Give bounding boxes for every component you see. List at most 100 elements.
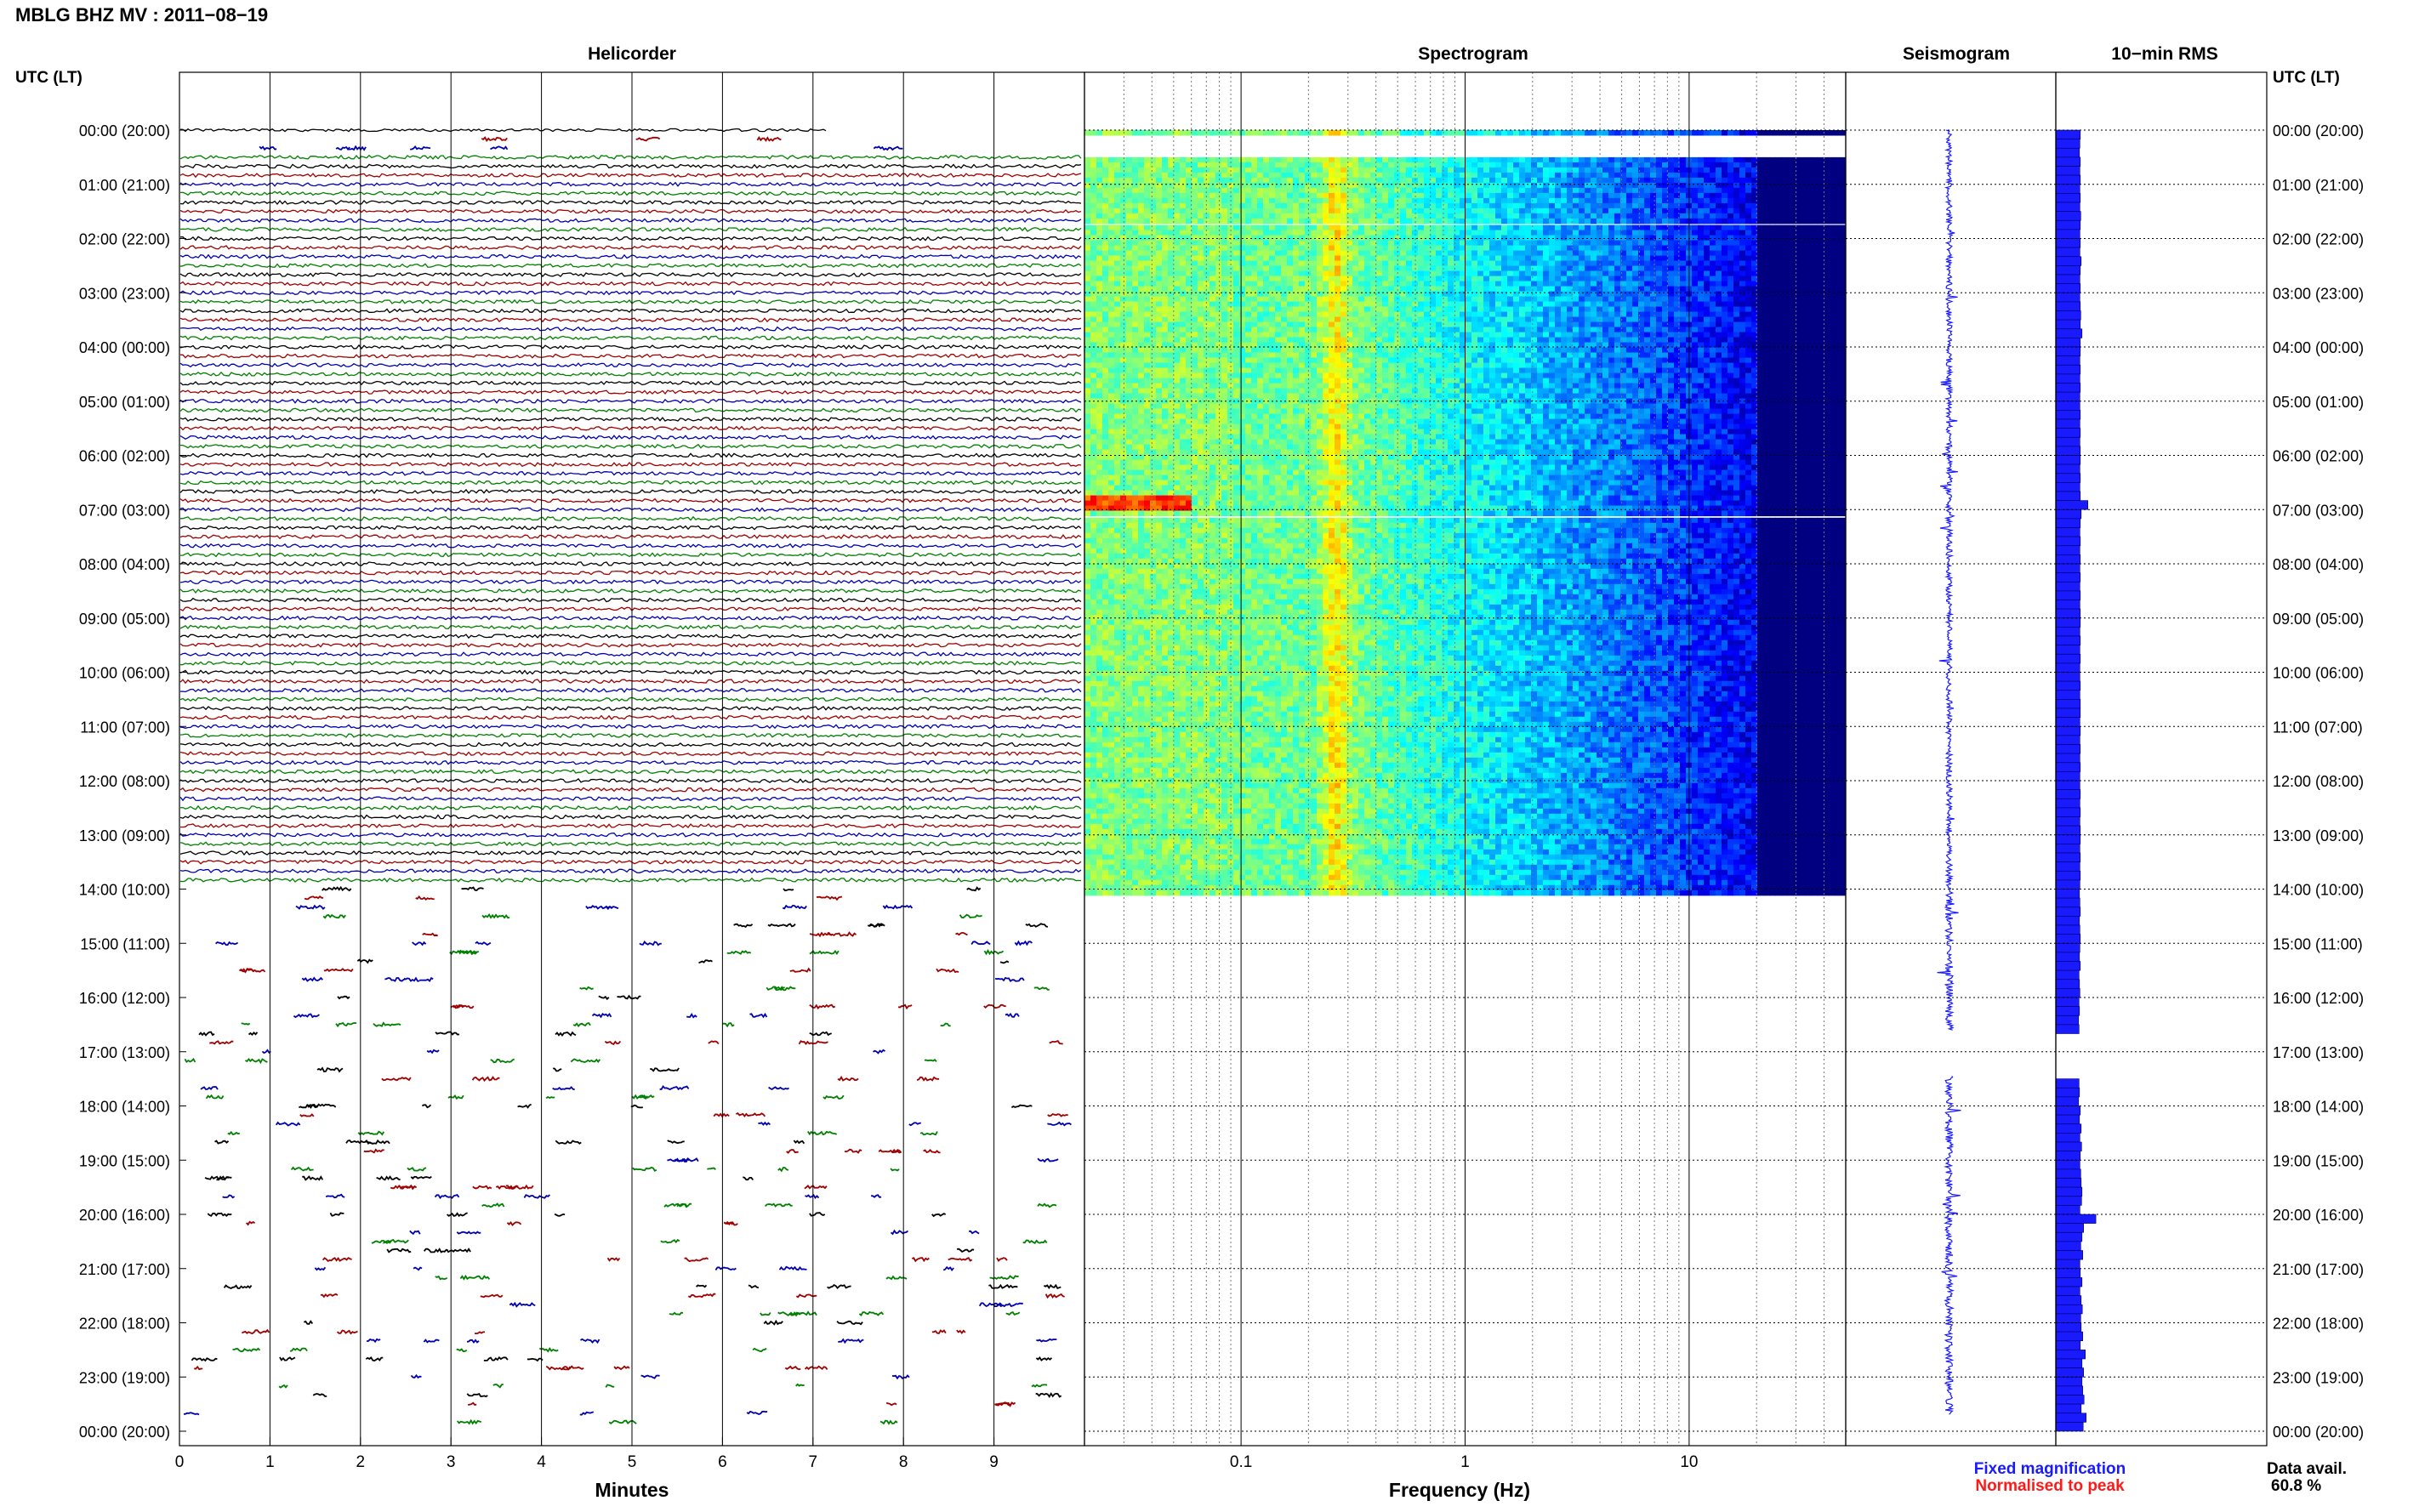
spectrogram-cell — [1245, 281, 1252, 287]
spectrogram-cell — [1251, 245, 1258, 252]
spectrogram-cell — [1716, 301, 1722, 308]
spectrogram-cell — [1733, 327, 1740, 333]
spectrogram-cell — [1335, 182, 1341, 189]
spectrogram-cell — [1120, 130, 1127, 136]
spectrogram-cell — [1281, 245, 1288, 252]
spectrogram-cell — [1805, 197, 1812, 204]
spectrogram-cell — [1108, 182, 1115, 189]
spectrogram-cell — [1716, 270, 1722, 277]
spectrogram-cell — [1394, 255, 1401, 262]
spectrogram-cell — [1311, 218, 1318, 225]
spectrogram-cell — [1323, 187, 1329, 194]
spectrogram-cell — [1614, 291, 1621, 298]
helicorder-trace — [179, 308, 1082, 314]
spectrogram-cell — [1829, 327, 1836, 333]
spectrogram-cell — [1251, 177, 1258, 184]
spectrogram-cell — [1251, 192, 1258, 199]
spectrogram-cell — [1210, 162, 1216, 168]
spectrogram-cell — [1376, 265, 1383, 272]
spectrogram-cell — [1388, 207, 1395, 214]
spectrogram-cell — [1537, 316, 1544, 323]
spectrogram-cell — [1674, 250, 1681, 257]
spectrogram-cell — [1436, 225, 1443, 231]
spectrogram-cell — [1555, 187, 1562, 194]
spectrogram-cell — [1293, 291, 1300, 298]
spectrogram-cell — [1084, 230, 1091, 236]
spectrogram-cell — [1543, 255, 1550, 262]
spectrogram-cell — [1394, 177, 1401, 184]
spectrogram-cell — [1763, 286, 1770, 293]
spectrogram-cell — [1245, 332, 1252, 338]
spectrogram-cell — [1120, 240, 1127, 247]
spectrogram-cell — [1543, 197, 1550, 204]
spectrogram-cell — [1650, 213, 1657, 219]
spectrogram-cell — [1644, 276, 1651, 282]
spectrogram-cell — [1251, 260, 1258, 267]
spectrogram-cell — [1126, 213, 1133, 219]
spectrogram-cell — [1394, 301, 1401, 308]
spectrogram-cell — [1090, 306, 1097, 313]
spectrogram-cell — [1537, 230, 1544, 236]
spectrogram-cell — [1579, 281, 1585, 287]
spectrogram-cell — [1346, 192, 1353, 199]
spectrogram-cell — [1513, 291, 1520, 298]
spectrogram-cell — [1436, 306, 1443, 313]
spectrogram-cell — [1769, 301, 1776, 308]
spectrogram-cell — [1638, 281, 1645, 287]
helicorder-fragment — [942, 1265, 954, 1272]
spectrogram-cell — [1716, 172, 1722, 179]
spectrogram-cell — [1692, 255, 1699, 262]
spectrogram-cell — [1150, 255, 1157, 262]
helicorder-fragment — [911, 1257, 930, 1263]
spectrogram-cell — [1507, 311, 1514, 318]
spectrogram-cell — [1138, 187, 1145, 194]
spectrogram-cell — [1680, 225, 1687, 231]
spectrogram-cell — [1650, 156, 1657, 163]
spectrogram-cell — [1388, 230, 1395, 236]
spectrogram-cell — [1335, 202, 1341, 209]
spectrogram-cell — [1269, 172, 1276, 179]
helicorder-fragment — [994, 1401, 1016, 1407]
spectrogram-cell — [1549, 230, 1556, 236]
spectrogram-cell — [1084, 207, 1091, 214]
spectrogram-cell — [1537, 130, 1544, 136]
spectrogram-cell — [1614, 265, 1621, 272]
spectrogram-cell — [1138, 260, 1145, 267]
spectrogram-cell — [1275, 197, 1282, 204]
helicorder-trace — [179, 435, 1082, 441]
spectrogram-cell — [1114, 172, 1121, 179]
spectrogram-cell — [1287, 130, 1294, 136]
spectrogram-cell — [1799, 167, 1806, 173]
spectrogram-cell — [1269, 270, 1276, 277]
spectrogram-cell — [1305, 260, 1312, 267]
spectrogram-cell — [1460, 167, 1466, 173]
spectrogram-cell — [1406, 213, 1413, 219]
spectrogram-cell — [1585, 230, 1591, 236]
spectrogram-cell — [1394, 207, 1401, 214]
spectrogram-cell — [1662, 286, 1669, 293]
spectrogram-cell — [1614, 321, 1621, 328]
spectrogram-cell — [1424, 202, 1431, 209]
spectrogram-cell — [1418, 218, 1425, 225]
spectrogram-cell — [1567, 235, 1574, 242]
spectrogram-cell — [1775, 321, 1782, 328]
spectrogram-cell — [1692, 321, 1699, 328]
spectrogram-cell — [1781, 167, 1788, 173]
spectrogram-cell — [1084, 311, 1091, 318]
spectrogram-cell — [1567, 162, 1574, 168]
spectrogram-cell — [1793, 187, 1800, 194]
spectrogram-cell — [1108, 270, 1115, 277]
spectrogram-cell — [1733, 230, 1740, 236]
spectrogram-cell — [1757, 218, 1764, 225]
spectrogram-cell — [1549, 306, 1556, 313]
spectrogram-cell — [1293, 260, 1300, 267]
spectrogram-cell — [1507, 207, 1514, 214]
spectrogram-cell — [1281, 316, 1288, 323]
spectrogram-cell — [1501, 240, 1508, 247]
spectrogram-cell — [1537, 270, 1544, 277]
spectrogram-cell — [1501, 130, 1508, 136]
spectrogram-cell — [1108, 337, 1115, 344]
spectrogram-cell — [1412, 332, 1419, 338]
spectrogram-cell — [1698, 162, 1705, 168]
spectrogram-cell — [1233, 250, 1240, 257]
